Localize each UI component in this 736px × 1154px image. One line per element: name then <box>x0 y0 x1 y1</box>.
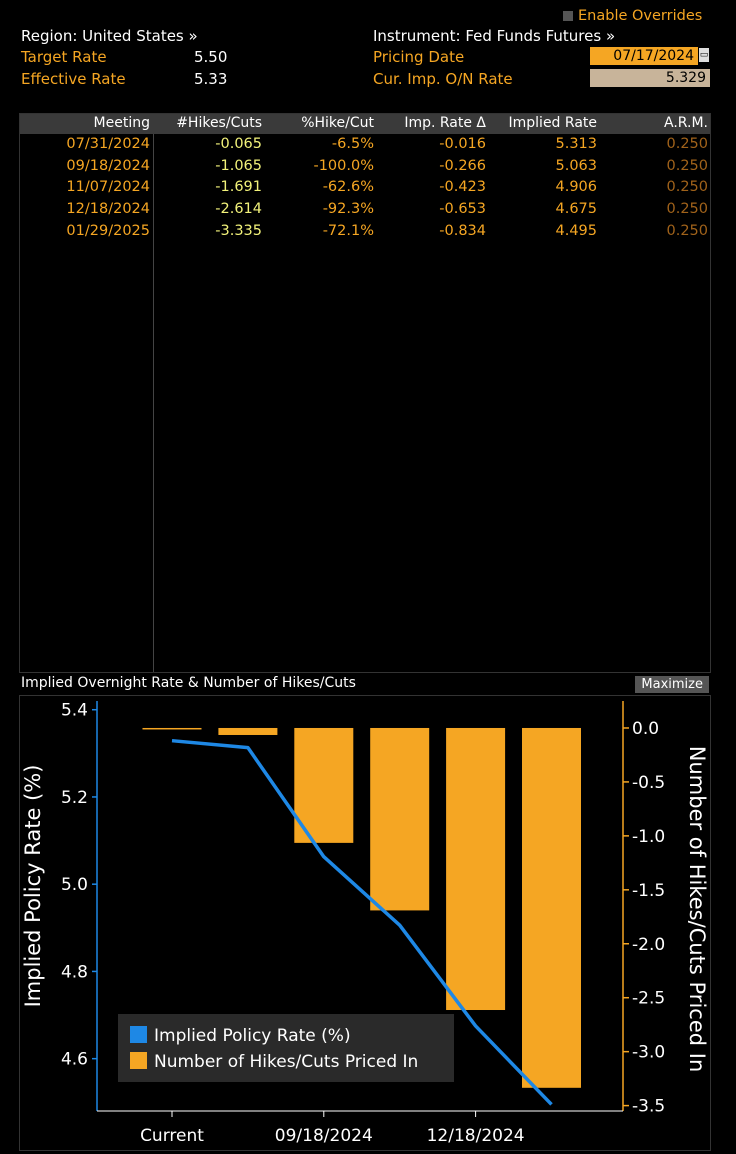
effective-rate-value: 5.33 <box>194 70 228 88</box>
maximize-button[interactable]: Maximize <box>635 676 709 693</box>
column-divider <box>153 134 154 672</box>
cell-imp-rate-delta: -0.834 <box>439 223 486 239</box>
chart-title: Implied Overnight Rate & Number of Hikes… <box>21 675 356 691</box>
cell-meeting: 12/18/2024 <box>66 201 150 217</box>
cell-hikes-cuts: -0.065 <box>215 136 262 152</box>
col-header-pct-hike-cut[interactable]: %Hike/Cut <box>301 115 374 131</box>
col-header-implied-rate[interactable]: Implied Rate <box>508 115 597 131</box>
cur-imp-label: Cur. Imp. O/N Rate <box>373 70 513 88</box>
cell-hikes-cuts: -1.065 <box>215 158 262 174</box>
enable-overrides-label: Enable Overrides <box>578 8 703 24</box>
implied-rate-line <box>171 738 553 1106</box>
cell-hikes-cuts: -3.335 <box>215 223 262 239</box>
cell-imp-rate-delta: -0.266 <box>439 158 486 174</box>
cell-implied-rate: 5.063 <box>555 158 597 174</box>
chart-panel: 4.6 4.8 5.0 5.2 5.4 0.0 -0.5 -1.0 -1.5 -2.0 -2.5 -3… <box>19 695 711 1151</box>
cell-meeting: 07/31/2024 <box>66 136 150 152</box>
legend-label-rate: Implied Policy Rate (%) <box>154 1026 351 1046</box>
col-header-meeting[interactable]: Meeting <box>93 115 150 131</box>
cell-implied-rate: 4.495 <box>555 223 597 239</box>
left-tick-label: 5.0 <box>61 875 88 895</box>
pricing-date-label: Pricing Date <box>373 48 465 66</box>
col-header-imp-rate-delta[interactable]: Imp. Rate Δ <box>404 115 486 131</box>
cell-arm: 0.250 <box>666 179 708 195</box>
bar-12-18-2024 <box>446 727 506 1011</box>
right-tick-label: -2.5 <box>632 989 665 1009</box>
left-tick-label: 4.8 <box>61 962 88 982</box>
bar-07-31-2024 <box>218 727 278 735</box>
right-tick-label: 0.0 <box>632 719 659 739</box>
calendar-icon[interactable]: ▭ <box>699 48 709 62</box>
cur-imp-input[interactable]: 5.329 <box>590 69 710 87</box>
cell-pct-hike-cut: -62.6% <box>322 179 374 195</box>
col-header-arm[interactable]: A.R.M. <box>664 115 708 131</box>
right-axis-title: Number of Hikes/Cuts Priced In <box>685 746 709 1072</box>
cell-implied-rate: 4.675 <box>555 201 597 217</box>
enable-overrides-checkbox[interactable] <box>563 10 573 21</box>
left-tick-label: 5.4 <box>61 701 88 721</box>
bar-Current <box>142 727 202 730</box>
cell-imp-rate-delta: -0.653 <box>439 201 486 217</box>
right-tick-label: -1.5 <box>632 881 665 901</box>
legend-box <box>118 1014 454 1082</box>
cell-pct-hike-cut: -6.5% <box>331 136 374 152</box>
bar-11-07-2024 <box>370 727 430 911</box>
cell-arm: 0.250 <box>666 158 708 174</box>
cell-implied-rate: 4.906 <box>555 179 597 195</box>
cell-imp-rate-delta: -0.423 <box>439 179 486 195</box>
left-tick-label: 4.6 <box>61 1050 88 1070</box>
cell-pct-hike-cut: -100.0% <box>313 158 374 174</box>
left-axis-title: Implied Policy Rate (%) <box>21 765 45 1008</box>
cell-hikes-cuts: -2.614 <box>215 201 262 217</box>
cell-pct-hike-cut: -92.3% <box>322 201 374 217</box>
cell-meeting: 09/18/2024 <box>66 158 150 174</box>
target-rate-value: 5.50 <box>194 48 228 66</box>
meetings-table: Meeting #Hikes/Cuts %Hike/Cut Imp. Rate … <box>19 113 711 673</box>
pricing-date-input[interactable]: 07/17/2024 <box>590 47 698 65</box>
right-tick-label: -2.0 <box>632 935 665 955</box>
cell-implied-rate: 5.313 <box>555 136 597 152</box>
instrument-selector[interactable]: Instrument: Fed Funds Futures » <box>373 27 616 45</box>
region-selector[interactable]: Region: United States » <box>21 27 198 45</box>
x-tick-label: Current <box>140 1126 204 1146</box>
cell-meeting: 11/07/2024 <box>66 179 150 195</box>
bar-09-18-2024 <box>294 727 354 843</box>
x-tick-label: 09/18/2024 <box>275 1126 373 1146</box>
right-tick-label: -0.5 <box>632 773 665 793</box>
chart-title-bar: Implied Overnight Rate & Number of Hikes… <box>19 674 711 694</box>
cell-arm: 0.250 <box>666 136 708 152</box>
table-header: Meeting #Hikes/Cuts %Hike/Cut Imp. Rate … <box>20 114 710 134</box>
cell-imp-rate-delta: -0.016 <box>439 136 486 152</box>
cell-meeting: 01/29/2025 <box>66 223 150 239</box>
legend-label-hikes: Number of Hikes/Cuts Priced In <box>154 1052 418 1072</box>
enable-overrides[interactable]: Enable Overrides <box>563 6 702 24</box>
target-rate-label: Target Rate <box>21 48 107 66</box>
x-tick-label: 12/18/2024 <box>427 1126 525 1146</box>
right-tick-label: -3.0 <box>632 1043 665 1063</box>
cell-hikes-cuts: -1.691 <box>215 179 262 195</box>
effective-rate-label: Effective Rate <box>21 70 126 88</box>
right-tick-label: -3.5 <box>632 1097 665 1117</box>
chart-svg: 4.6 4.8 5.0 5.2 5.4 0.0 -0.5 -1.0 -1.5 -2.0 -2.5 -3… <box>21 701 709 1146</box>
bar-01-29-2025 <box>522 727 581 1088</box>
cell-arm: 0.250 <box>666 223 708 239</box>
legend-swatch-hikes <box>130 1052 147 1069</box>
cell-arm: 0.250 <box>666 201 708 217</box>
col-header-hikes-cuts[interactable]: #Hikes/Cuts <box>176 115 262 131</box>
right-tick-label: -1.0 <box>632 827 665 847</box>
left-tick-label: 5.2 <box>61 788 88 808</box>
cell-pct-hike-cut: -72.1% <box>322 223 374 239</box>
legend-swatch-rate <box>130 1026 147 1043</box>
